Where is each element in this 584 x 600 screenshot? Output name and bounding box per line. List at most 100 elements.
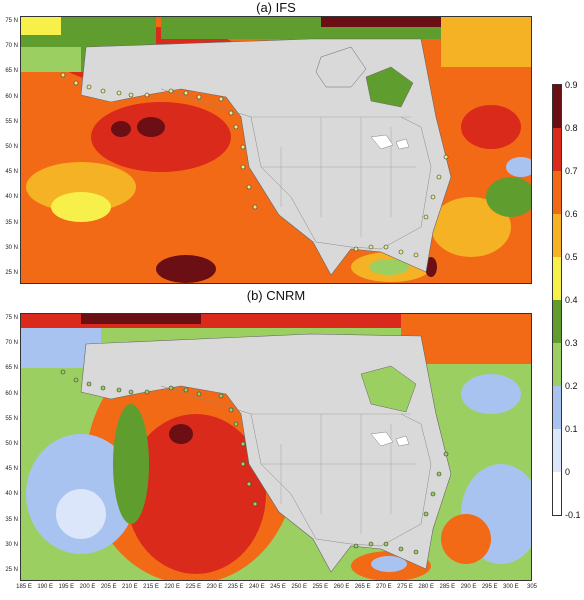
panel-title-cnrm: (b) CNRM <box>246 288 306 303</box>
colorbar-tick-label: 0.2 <box>565 381 578 391</box>
ocean-field <box>91 102 231 172</box>
latitude-label: 45 N <box>5 169 18 176</box>
colorbar-segment <box>553 85 561 128</box>
latitude-label: 40 N <box>5 491 18 498</box>
ocean-field <box>169 424 193 444</box>
colorbar-segment <box>553 300 561 343</box>
latitude-label: 60 N <box>5 390 18 397</box>
ocean-field <box>461 105 521 149</box>
longitude-label: 285 E <box>439 584 456 590</box>
colorbar-tick-label: 0.3 <box>565 338 578 348</box>
ocean-field <box>126 414 266 574</box>
longitude-label: 220 E <box>164 584 180 590</box>
longitude-label: 185 E <box>16 584 32 590</box>
colorbar <box>552 84 562 516</box>
ocean-field <box>371 556 407 572</box>
longitude-label: 250 E <box>291 584 307 590</box>
latitude-label: 35 N <box>5 516 18 523</box>
lake-region <box>370 431 410 447</box>
colorbar-tick-label: -0.1 <box>565 510 581 520</box>
latitude-label: 25 N <box>5 270 18 276</box>
latitude-label: 40 N <box>5 194 18 201</box>
longitude-label: 205 E <box>100 584 117 590</box>
ocean-field <box>21 17 61 35</box>
station-markers <box>60 72 449 258</box>
colorbar-segment <box>553 171 561 214</box>
colorbar-tick-label: 0.9 <box>565 80 578 90</box>
map-svg-cnrm <box>21 314 531 580</box>
longitude-label: 305 <box>526 584 538 590</box>
latitude-label: 25 N <box>5 567 18 573</box>
longitude-label: 275 E <box>397 584 413 590</box>
colorbar-tick-label: 0.8 <box>565 123 578 133</box>
ocean-field <box>156 255 216 283</box>
border-lines <box>160 385 432 547</box>
colorbar-tick-label: 0.6 <box>565 209 578 219</box>
colorbar-segment <box>553 343 561 386</box>
longitude-label: 290 E <box>460 584 477 590</box>
lake-region <box>370 134 410 150</box>
panel-title-ifs: (a) IFS <box>256 0 296 15</box>
latitude-label: 70 N <box>5 340 18 347</box>
latitude-label: 50 N <box>5 144 18 150</box>
latitude-label: 60 N <box>5 93 18 100</box>
lake-region <box>365 66 414 108</box>
ocean-field <box>26 162 136 212</box>
ocean-field <box>369 259 409 275</box>
colorbar-tick-label: 0.1 <box>565 424 578 434</box>
latitude-label: 70 N <box>5 43 18 50</box>
ocean-field <box>111 121 131 137</box>
longitude-label: 280 E <box>418 584 434 590</box>
border-lines <box>160 88 432 250</box>
longitude-label: 270 E <box>375 584 392 590</box>
colorbar-segment <box>553 472 561 515</box>
colorbar-segment <box>553 386 561 429</box>
longitude-label: 300 E <box>502 584 519 590</box>
latitude-label: 35 N <box>5 219 18 226</box>
map-svg-ifs <box>21 17 531 283</box>
latitude-label: 65 N <box>5 365 18 372</box>
latitude-label: 50 N <box>5 441 18 447</box>
colorbar-tick-label: 0.7 <box>565 166 578 176</box>
border-lines <box>251 116 416 237</box>
ocean-field <box>506 157 531 177</box>
longitude-label: 200 E <box>79 584 96 590</box>
colorbar-segment <box>553 429 561 472</box>
longitude-label: 230 E <box>206 584 223 590</box>
ocean-field <box>51 192 111 222</box>
longitude-label: 215 E <box>143 584 159 590</box>
latitude-label: 75 N <box>5 18 18 24</box>
ocean-field <box>81 314 201 324</box>
colorbar-tick-label: 0.5 <box>565 252 578 262</box>
latitude-label: 65 N <box>5 68 18 75</box>
ocean-field <box>461 374 521 414</box>
latitude-label: 55 N <box>5 415 18 422</box>
ocean-field <box>486 177 531 217</box>
colorbar-tick-label: 0.4 <box>565 295 578 305</box>
land-mass <box>80 333 452 573</box>
longitude-label: 265 E <box>354 584 371 590</box>
colorbar-tick-label: 0 <box>565 467 571 477</box>
map-panel-cnrm <box>20 313 532 581</box>
latitude-label: 45 N <box>5 466 18 473</box>
latitude-label: 30 N <box>5 244 18 251</box>
ocean-field <box>21 47 81 72</box>
station-markers <box>60 369 449 555</box>
longitude-label: 235 E <box>227 584 244 590</box>
longitude-label: 240 E <box>248 584 265 590</box>
ocean-field <box>56 489 106 539</box>
colorbar-segment <box>553 257 561 300</box>
longitude-label: 260 E <box>333 584 350 590</box>
ocean-field <box>321 17 531 27</box>
ocean-field <box>441 17 531 67</box>
longitude-label: 295 E <box>481 584 498 590</box>
latitude-label: 75 N <box>5 315 18 321</box>
colorbar-segment <box>553 214 561 257</box>
latitude-label: 30 N <box>5 541 18 548</box>
longitude-label: 255 E <box>312 584 329 590</box>
longitude-label: 245 E <box>270 584 286 590</box>
land-mass <box>80 38 452 276</box>
lake-region <box>360 365 417 413</box>
ocean-field <box>441 514 491 564</box>
ocean-field <box>137 117 165 137</box>
